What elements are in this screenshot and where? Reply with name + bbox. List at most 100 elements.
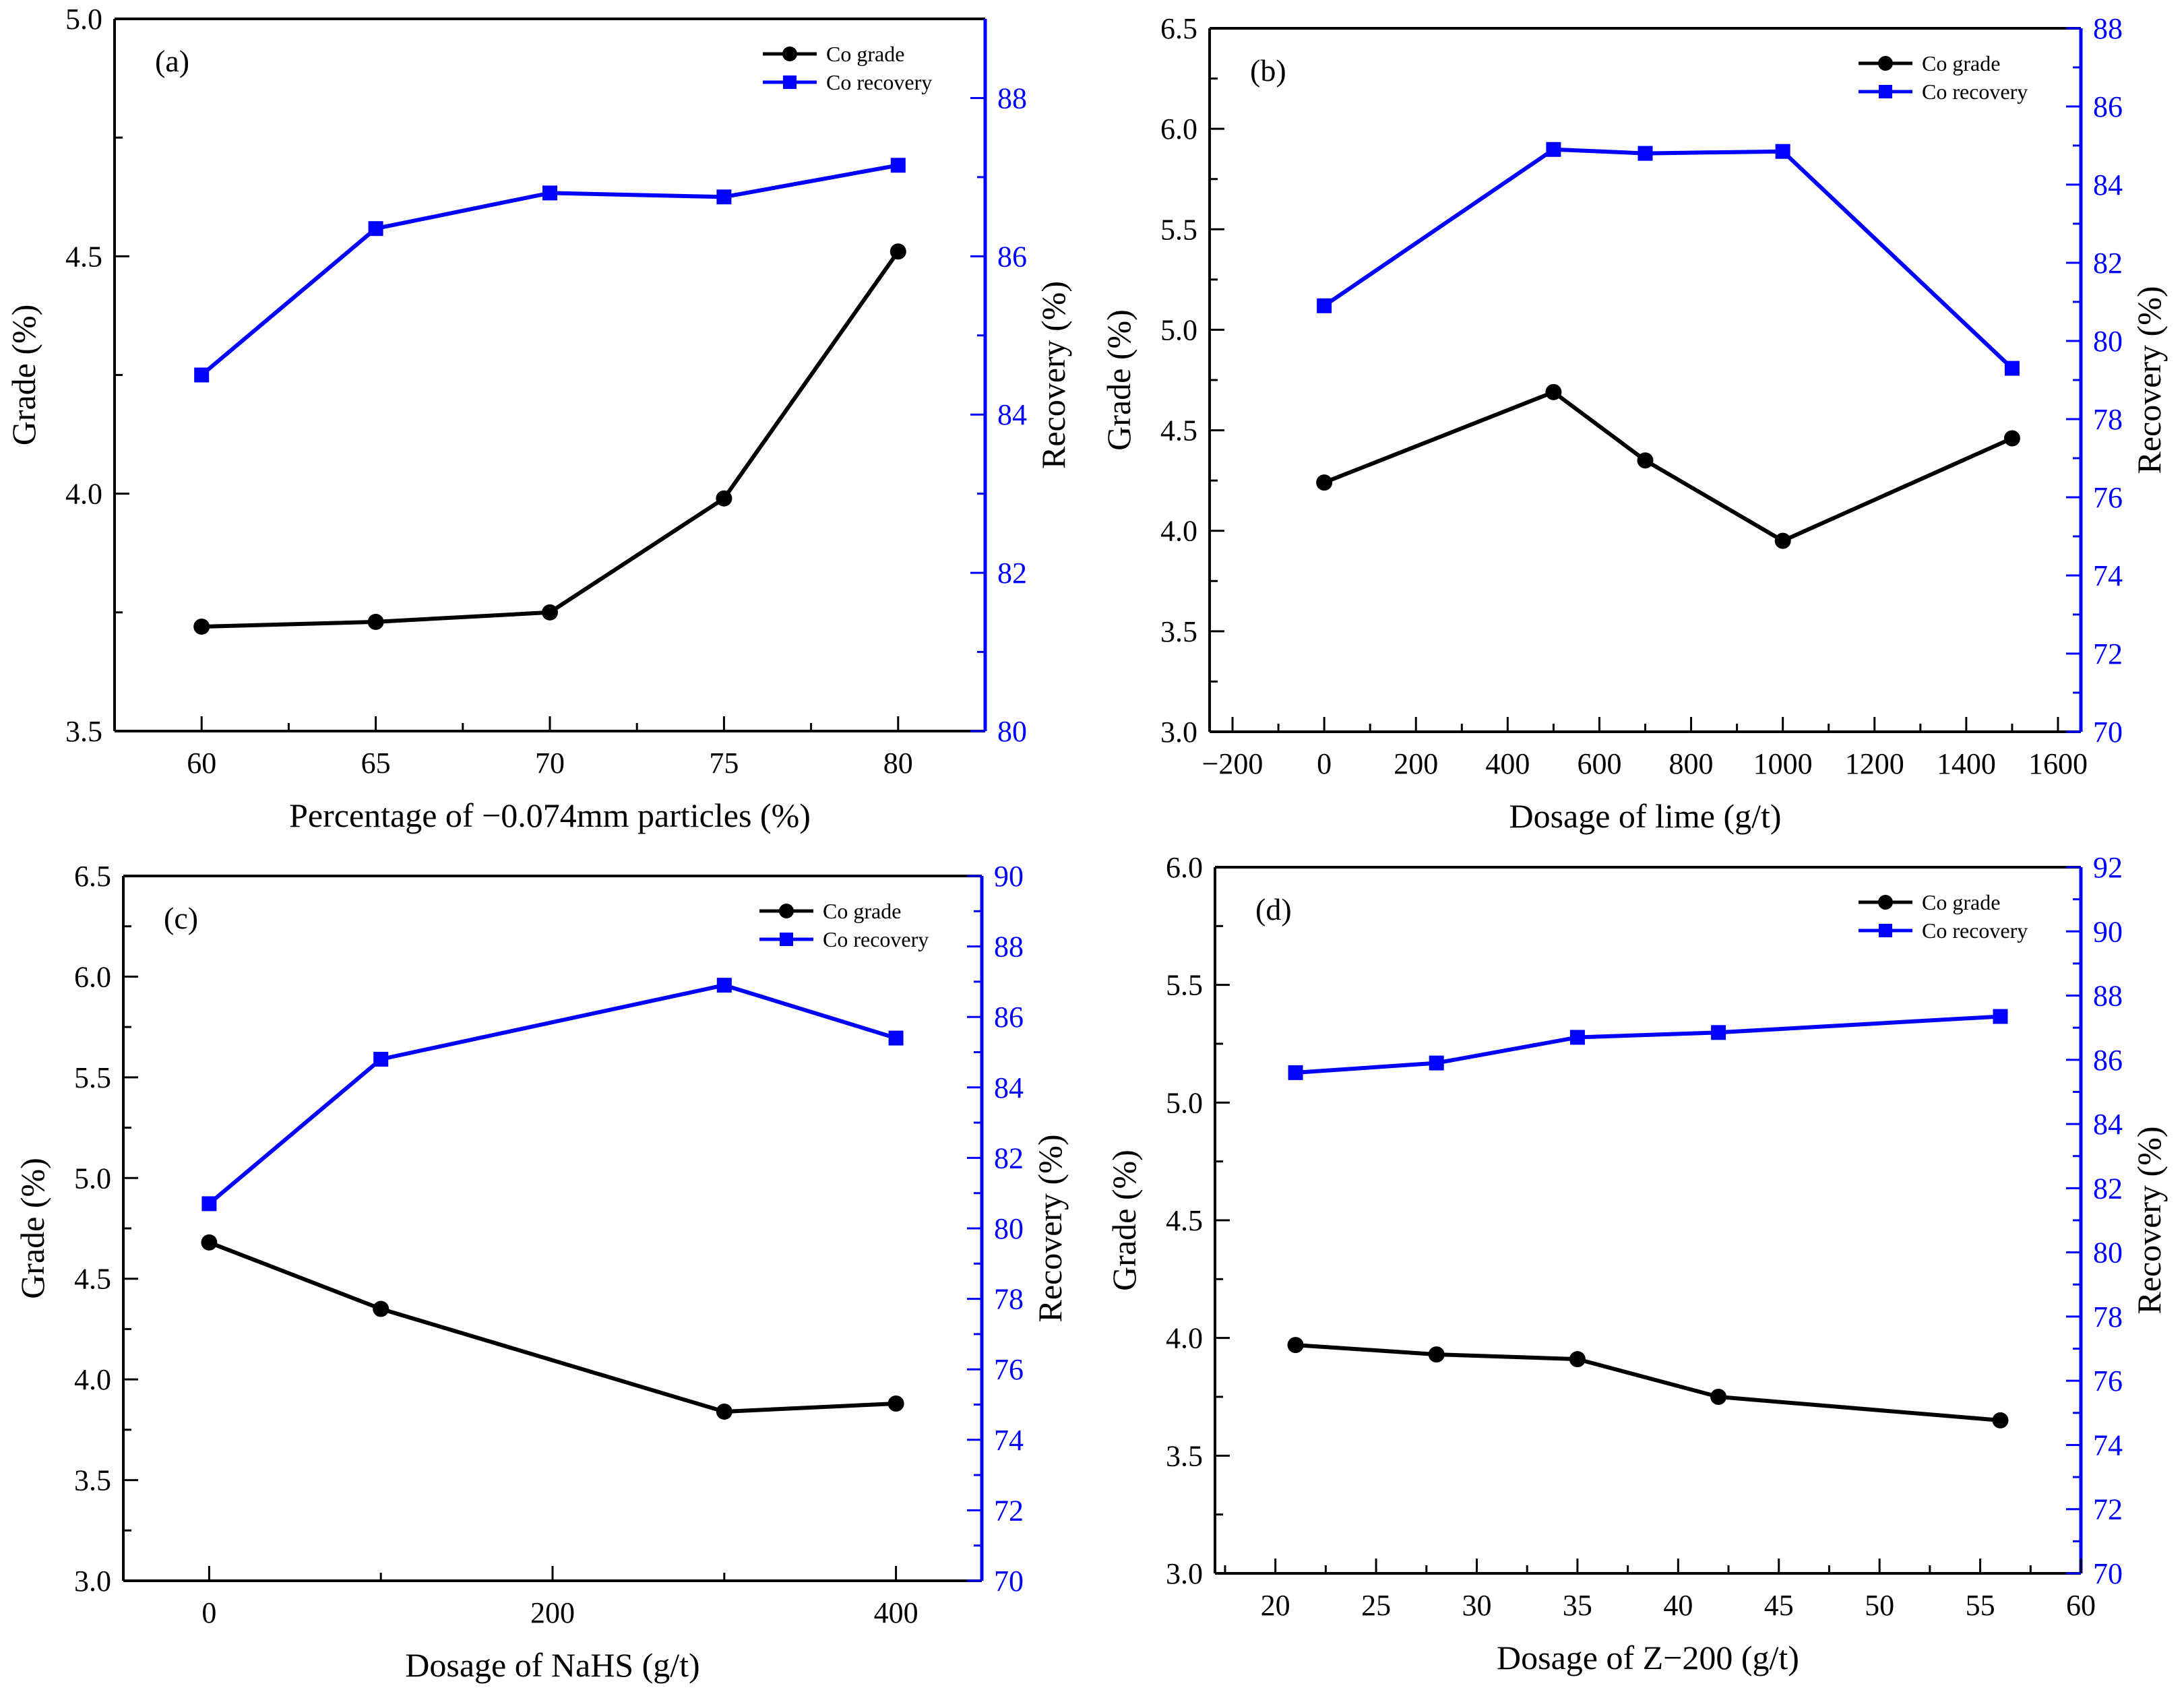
y-right-tick-label: 72: [2093, 1493, 2123, 1526]
y-right-tick-label: 82: [2093, 247, 2123, 280]
y-right-tick-label: 86: [2093, 90, 2123, 123]
x-axis-label: Dosage of NaHS (g/t): [405, 1646, 699, 1684]
y-left-tick-label: 6.0: [74, 960, 111, 993]
y-left-tick-label: 6.0: [1160, 113, 1197, 146]
legend-marker-recovery: [783, 75, 797, 89]
x-tick-label: 1400: [1937, 747, 1996, 780]
y-right-axis-label: Recovery (%): [1031, 1134, 1069, 1322]
legend-label-grade: Co grade: [826, 42, 904, 66]
grade-data-point: [1316, 474, 1333, 491]
chart-panel-4: 20 25 30 35 40 45 50 55 60 3.0 3.5 4.0 4.5 5.0 5.5 6.0 7…: [1105, 851, 2168, 1676]
y-left-tick-label: 3.0: [1166, 1557, 1203, 1590]
y-left-tick-label: 4.5: [1166, 1204, 1203, 1237]
y-right-tick-label: 78: [2093, 403, 2123, 436]
legend-marker-recovery: [1879, 85, 1892, 98]
y-right-tick-label: 86: [2093, 1044, 2123, 1077]
grade-data-point: [1710, 1389, 1727, 1405]
grade-data-point: [716, 490, 732, 507]
recovery-series-line: [208, 983, 897, 1205]
y-right-tick-label: 84: [2093, 1108, 2123, 1141]
y-right-axis-label: Recovery (%): [2130, 1126, 2168, 1314]
y-right-tick-label: 80: [2093, 1236, 2123, 1269]
y-right-tick-label: 86: [994, 1001, 1024, 1034]
x-tick-label: 400: [874, 1596, 918, 1629]
grade-series-line: [201, 250, 900, 629]
y-right-axis-label: Recovery (%): [2130, 286, 2168, 474]
x-tick-label: 1000: [1753, 747, 1813, 780]
y-right-tick-label: 90: [2093, 915, 2123, 948]
x-tick-label: 60: [187, 747, 216, 780]
x-tick-label: 0: [201, 1596, 216, 1629]
grade-data-point: [887, 1395, 904, 1412]
grade-data-point: [1992, 1412, 2009, 1428]
x-tick-label: 25: [1361, 1589, 1391, 1622]
panel-letter: (a): [155, 44, 189, 78]
x-tick-label: 20: [1261, 1589, 1290, 1622]
legend-marker-grade: [782, 46, 797, 61]
grade-data-point: [1287, 1337, 1304, 1354]
y-right-tick-label: 70: [2093, 716, 2123, 749]
legend-label-recovery: Co recovery: [1922, 918, 2028, 943]
y-left-tick-label: 5.5: [74, 1061, 111, 1094]
recovery-data-point: [194, 367, 210, 383]
grade-series-line: [1295, 1343, 2001, 1422]
grade-series-line: [208, 1240, 896, 1414]
recovery-data-point: [542, 185, 557, 201]
y-right-tick-label: 80: [2093, 325, 2123, 358]
y-right-tick-label: 88: [2093, 980, 2123, 1013]
x-tick-label: 1200: [1845, 747, 1904, 780]
y-left-tick-label: 4.0: [74, 1363, 111, 1396]
recovery-data-point: [201, 1196, 217, 1212]
recovery-data-point: [888, 1030, 904, 1046]
legend-label-grade: Co grade: [1922, 890, 2000, 914]
y-left-tick-label: 4.0: [65, 478, 102, 511]
recovery-series-line: [1295, 1014, 2001, 1075]
y-right-tick-label: 82: [997, 557, 1027, 590]
recovery-data-point: [1546, 142, 1561, 157]
recovery-data-point: [716, 189, 732, 205]
y-left-tick-label: 6.0: [1166, 851, 1203, 884]
y-right-tick-label: 90: [994, 860, 1024, 893]
legend-marker-grade: [1878, 895, 1893, 910]
x-tick-label: 50: [1865, 1589, 1894, 1622]
y-left-axis-label: Grade (%): [1100, 309, 1137, 451]
grade-data-point: [716, 1403, 732, 1420]
legend-marker-grade: [1878, 56, 1893, 71]
recovery-data-point: [1775, 144, 1790, 159]
y-left-tick-label: 6.5: [74, 860, 111, 893]
x-tick-label: 55: [1966, 1589, 1995, 1622]
recovery-data-point: [1317, 298, 1332, 313]
grade-data-point: [542, 604, 558, 621]
grade-data-point: [1428, 1346, 1445, 1363]
y-right-tick-label: 72: [2093, 637, 2123, 670]
y-right-tick-label: 92: [2093, 851, 2123, 884]
legend-label-recovery: Co recovery: [826, 70, 932, 94]
grade-data-point: [2003, 430, 2020, 447]
x-axis-label: Percentage of −0.074mm particles (%): [289, 796, 811, 834]
y-right-axis-label: Recovery (%): [1034, 281, 1072, 469]
y-right-tick-label: 70: [2093, 1557, 2123, 1590]
recovery-data-point: [1288, 1065, 1303, 1080]
grade-data-point: [367, 613, 384, 630]
grade-data-point: [1774, 532, 1791, 549]
y-right-tick-label: 80: [994, 1212, 1024, 1245]
y-left-tick-label: 4.5: [74, 1263, 111, 1296]
y-right-tick-label: 74: [2093, 1428, 2123, 1462]
y-left-tick-label: 5.0: [1166, 1086, 1203, 1119]
y-left-tick-label: 3.5: [1160, 615, 1197, 648]
x-tick-label: 35: [1563, 1589, 1592, 1622]
y-right-tick-label: 78: [994, 1283, 1024, 1316]
x-tick-label: 800: [1669, 747, 1714, 780]
recovery-data-point: [1711, 1025, 1726, 1040]
y-right-tick-label: 80: [997, 715, 1027, 748]
y-right-tick-label: 84: [997, 398, 1027, 431]
y-left-tick-label: 4.0: [1166, 1322, 1203, 1355]
y-left-axis-label: Grade (%): [13, 1158, 51, 1299]
x-tick-label: 30: [1462, 1589, 1491, 1622]
grade-data-point: [890, 243, 906, 260]
recovery-data-point: [2004, 360, 2020, 376]
y-left-axis-label: Grade (%): [5, 305, 42, 446]
x-tick-label: 75: [709, 747, 739, 780]
x-axis-label: Dosage of lime (g/t): [1509, 797, 1781, 835]
